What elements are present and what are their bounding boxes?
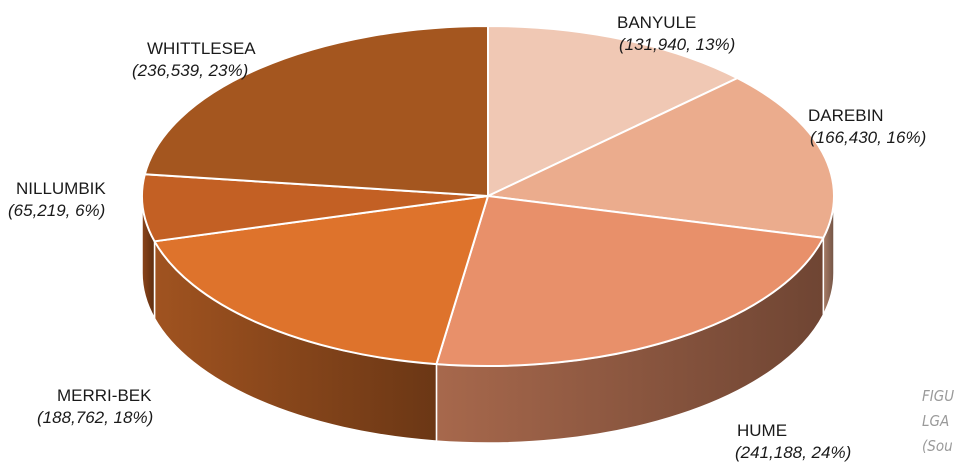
label-darebin: DAREBIN (166,430, 16%) xyxy=(808,105,927,149)
label-name: WHITTLESEA xyxy=(147,39,256,58)
pie-slice-darebin xyxy=(487,77,835,239)
pie-slice-merri-bek xyxy=(153,195,489,366)
pie-slice-banyule xyxy=(487,25,739,197)
caption-line: LGA xyxy=(922,412,950,430)
figure-caption: FIGU LGA (Sou xyxy=(922,384,954,459)
label-banyule: BANYULE (131,940, 13%) xyxy=(617,12,735,56)
label-nillumbik: NILLUMBIK (65,219, 6%) xyxy=(8,178,106,222)
label-whittlesea: WHITTLESEA (236,539, 23%) xyxy=(132,38,256,82)
label-name: NILLUMBIK xyxy=(16,179,106,198)
caption-line: FIGU xyxy=(922,387,955,405)
label-merri-bek: MERRI-BEK (188,762, 18%) xyxy=(37,385,153,429)
label-value: (241,188, 24%) xyxy=(735,443,852,462)
caption-line: (Sou xyxy=(922,437,953,455)
label-name: HUME xyxy=(737,421,788,440)
label-value: (131,940, 13%) xyxy=(619,35,736,54)
label-name: DAREBIN xyxy=(808,106,884,125)
label-value: (188,762, 18%) xyxy=(37,408,154,427)
label-name: BANYULE xyxy=(617,13,697,32)
label-value: (166,430, 16%) xyxy=(810,128,927,147)
pie-slice-whittlesea xyxy=(143,25,489,197)
label-hume: HUME (241,188, 24%) xyxy=(735,420,852,464)
label-name: MERRI-BEK xyxy=(57,386,152,405)
pie-slice-hume xyxy=(435,195,825,367)
label-value: (65,219, 6%) xyxy=(8,201,106,220)
label-value: (236,539, 23%) xyxy=(132,61,249,80)
